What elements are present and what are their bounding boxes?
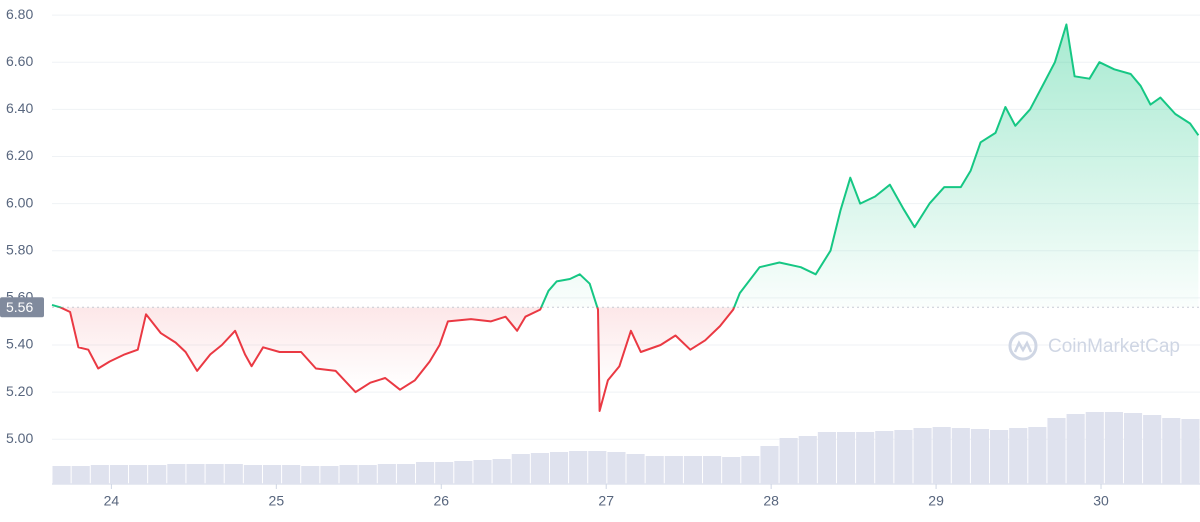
x-tick-label: 27 (598, 493, 614, 509)
volume-bar (1047, 418, 1066, 484)
volume-bar (492, 459, 511, 484)
volume-bar (224, 464, 243, 484)
volume-bar (970, 429, 990, 484)
volume-bar (760, 446, 779, 484)
volume-bar (990, 430, 1009, 484)
volume-bar (339, 465, 358, 484)
y-tick-label: 6.80 (6, 6, 33, 22)
volume-bar (301, 466, 320, 484)
watermark: CoinMarketCap (1008, 331, 1180, 361)
watermark-text: CoinMarketCap (1048, 336, 1180, 357)
y-tick-label: 5.40 (6, 336, 33, 352)
x-tick-label: 28 (763, 493, 779, 509)
volume-bar (282, 465, 301, 484)
volume-bar (549, 452, 569, 484)
price-line (51, 23, 1200, 412)
volume-bar (779, 438, 798, 484)
volume-bar (148, 465, 167, 484)
volume-bar (1181, 419, 1200, 484)
volume-bar (109, 465, 129, 484)
x-tick-label: 26 (433, 493, 449, 509)
volume-bar (1143, 415, 1162, 484)
y-tick-label: 6.00 (6, 194, 33, 210)
volume-bar (817, 432, 836, 484)
volume-bar (1028, 427, 1047, 484)
volume-bar (951, 428, 970, 484)
y-tick-label: 6.20 (6, 147, 33, 163)
volume-bar (856, 432, 875, 484)
volume-bar (262, 465, 282, 484)
volume-bar (645, 456, 664, 484)
volume-bar (894, 430, 913, 484)
volume-bar (1085, 412, 1104, 484)
volume-bar (243, 465, 262, 484)
volume-bar (875, 431, 894, 484)
volume-bar (913, 428, 932, 484)
volume-bar (683, 456, 703, 484)
volume-bar (473, 460, 492, 484)
volume-bar (129, 465, 148, 484)
price-area (52, 24, 1199, 411)
volume-bar (932, 427, 951, 484)
volume-bar (626, 454, 645, 484)
volume-bar (1162, 418, 1181, 484)
volume-bar (607, 452, 626, 484)
x-tick-label: 29 (928, 493, 944, 509)
volume-bar (186, 464, 205, 484)
volume-bar (396, 464, 416, 484)
baseline-label: 5.56 (6, 299, 33, 315)
volume-bar (358, 465, 377, 484)
volume-bar (377, 464, 396, 484)
volume-bar (1104, 412, 1123, 484)
baseline-label-box (0, 297, 44, 318)
volume-bar (90, 465, 109, 484)
y-tick-label: 5.80 (6, 241, 33, 257)
volume-bar (588, 451, 607, 484)
volume-bar (798, 436, 817, 484)
volume-bar (511, 454, 530, 484)
volume-bar (741, 456, 760, 484)
volume-bar (167, 464, 186, 484)
volume-bar (1009, 428, 1028, 484)
volume-bar (1123, 413, 1143, 484)
volume-bar (1066, 414, 1085, 484)
y-tick-label: 6.60 (6, 53, 33, 69)
volume-bar (52, 466, 71, 484)
volume-bar (320, 466, 339, 484)
volume-bar (664, 456, 683, 484)
volume-bar (435, 462, 454, 484)
volume-bar (454, 461, 473, 484)
volume-bar (703, 456, 722, 484)
volume-bar (836, 432, 856, 484)
volume-bar (569, 451, 588, 484)
volume-bar (416, 462, 435, 484)
volume-bar (71, 466, 90, 484)
y-tick-label: 5.00 (6, 430, 33, 446)
x-tick-label: 24 (104, 493, 120, 509)
y-tick-label: 6.40 (6, 100, 33, 116)
volume-bar (722, 457, 741, 484)
volume-bar (530, 453, 549, 484)
volume-bar (205, 464, 224, 484)
y-tick-label: 5.20 (6, 383, 33, 399)
x-tick-label: 25 (269, 493, 285, 509)
x-tick-label: 30 (1093, 493, 1109, 509)
